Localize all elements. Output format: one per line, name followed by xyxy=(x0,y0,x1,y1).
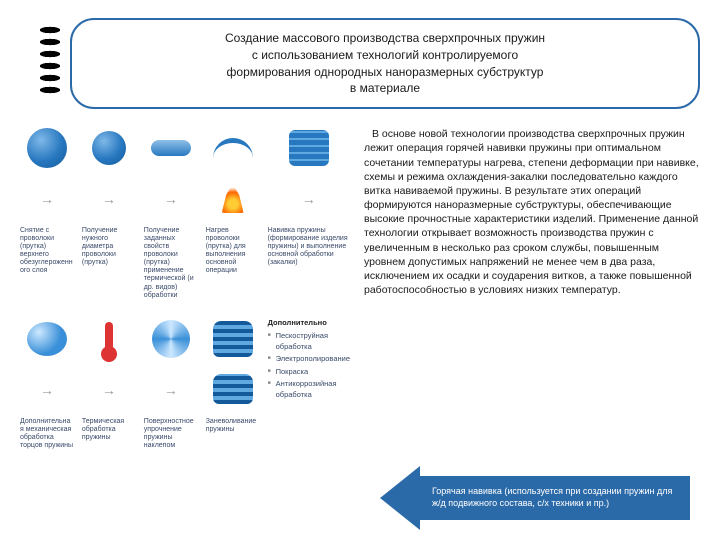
step-icon xyxy=(27,128,67,168)
step-icon xyxy=(213,374,253,404)
arrow-icon: → xyxy=(82,191,136,221)
step-icon xyxy=(92,131,126,165)
step-icon xyxy=(289,130,329,166)
thermometer-icon xyxy=(105,322,113,356)
step-label: Нагрев проволоки (прутка) для выполнения… xyxy=(206,227,260,275)
page-title-box: Создание массового производства сверхпро… xyxy=(70,18,700,109)
additional-list: Дополнительно Пескоструйная обработка Эл… xyxy=(268,318,350,450)
callout-text: Горячая навивка (используется при создан… xyxy=(418,476,690,520)
step-icon xyxy=(213,138,253,158)
step-label: Навивка пружины (формирование изделия пр… xyxy=(268,227,350,267)
arrow-icon: → xyxy=(20,191,74,221)
step-label: Снятие с проволоки (прутка) верхнего обе… xyxy=(20,227,74,275)
step-label: Получение нужного диаметра проволоки (пр… xyxy=(82,227,136,267)
paragraph: В основе новой технологии производства с… xyxy=(364,127,700,297)
additional-item: Пескоструйная обработка xyxy=(268,331,350,352)
title-line: формирования однородных наноразмерных су… xyxy=(94,64,676,81)
arrow-icon: → xyxy=(268,191,350,221)
title-line: Создание массового производства сверхпро… xyxy=(94,30,676,47)
step-icon xyxy=(151,140,191,156)
additional-item: Покраска xyxy=(268,367,350,378)
additional-title: Дополнительно xyxy=(268,318,350,329)
title-line: с использованием технологий контролируем… xyxy=(94,47,676,64)
arrow-icon: → xyxy=(144,191,198,221)
callout-arrow: Горячая навивка (используется при создан… xyxy=(380,466,690,530)
arrow-icon: → xyxy=(20,382,74,412)
step-icon xyxy=(213,321,253,357)
step-label: Поверхностное упрочнение пружины наклепо… xyxy=(144,418,198,450)
step-icon xyxy=(27,322,67,356)
additional-item: Антикоррозийная обработка xyxy=(268,379,350,400)
arrow-head-icon xyxy=(380,466,420,530)
arrow-icon: → xyxy=(82,382,136,412)
step-label: Термическая обработка пружины xyxy=(82,418,136,442)
process-diagram: → → → → Снятие с проволоки (прутка) верх… xyxy=(20,127,350,450)
step-icon xyxy=(152,320,190,358)
step-label: Заневоливание пружины xyxy=(206,418,260,434)
description-text: В основе новой технологии производства с… xyxy=(364,127,700,450)
step-label: Дополнительная механическая обработка то… xyxy=(20,418,74,450)
title-line: в материале xyxy=(94,80,676,97)
arrow-icon: → xyxy=(144,382,198,412)
step-label: Получение заданных свойств проволоки (пр… xyxy=(144,227,198,299)
additional-item: Электрополирование xyxy=(268,354,350,365)
flame-icon xyxy=(222,183,244,213)
